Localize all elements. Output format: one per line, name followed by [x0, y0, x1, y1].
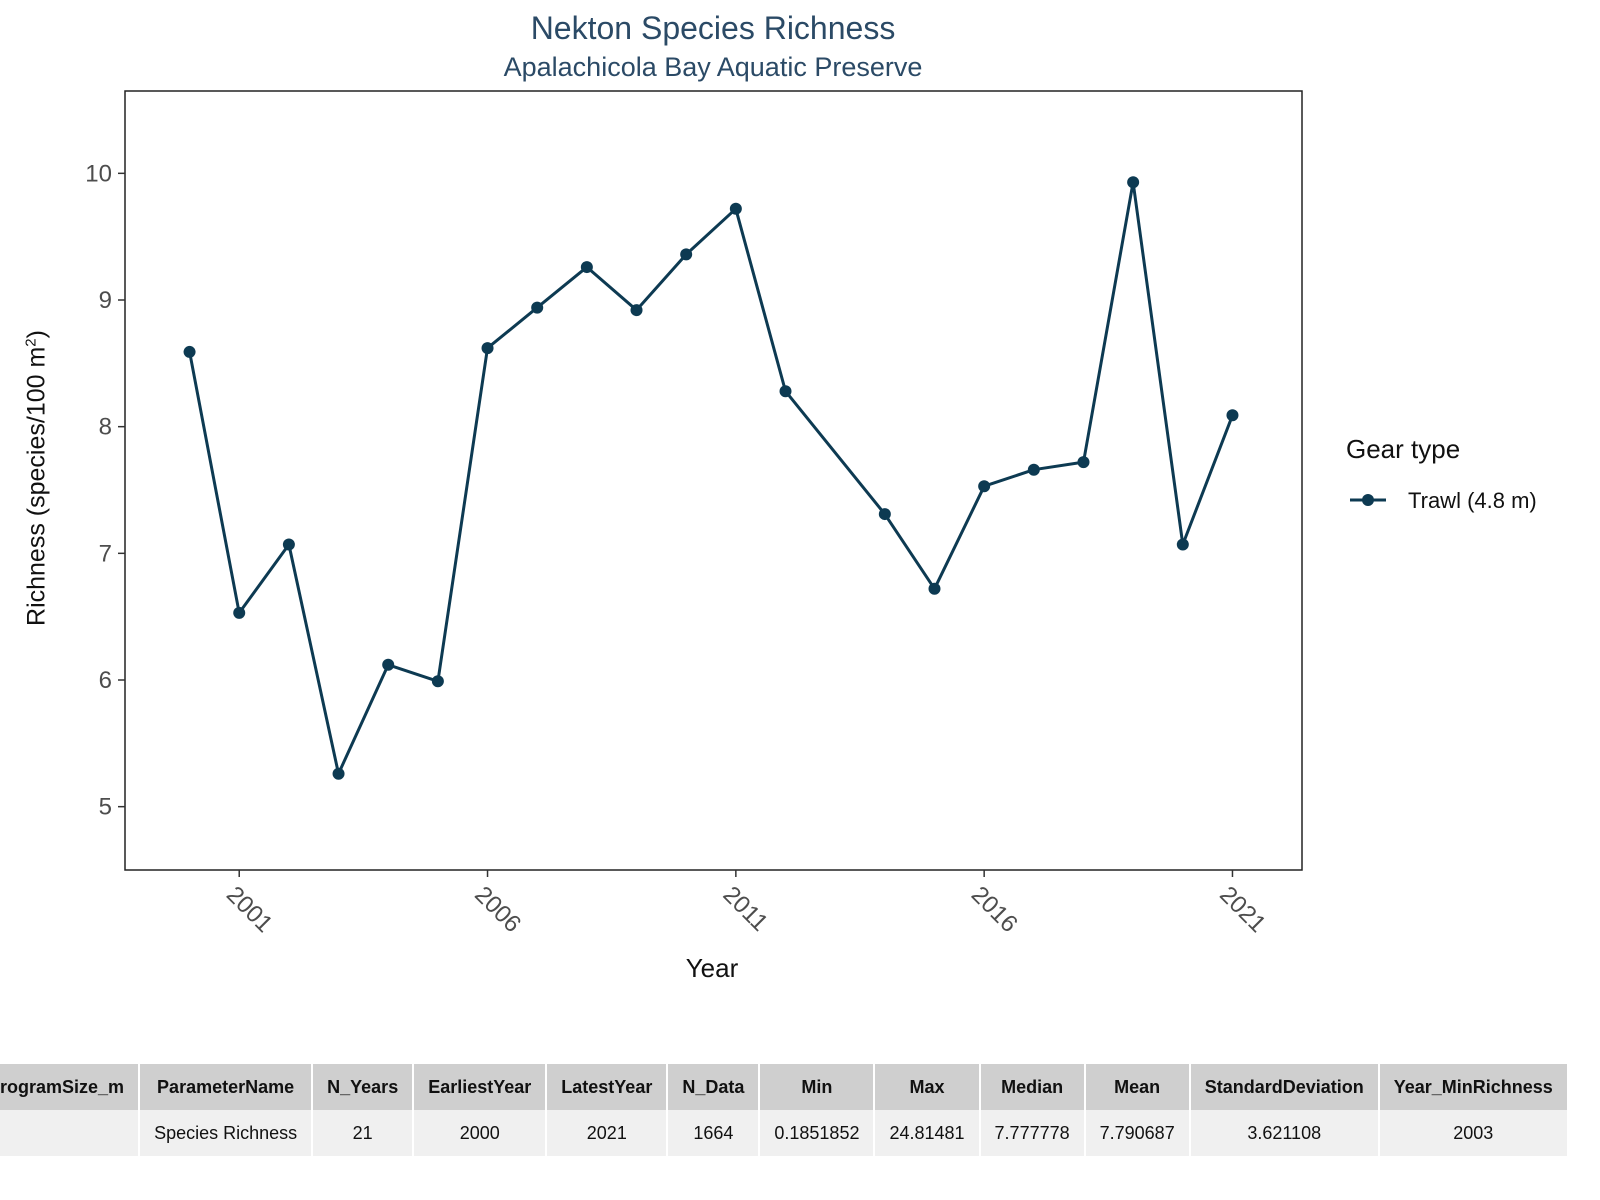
summary-table: ProgramSize_m ParameterName N_Years Earlies… — [0, 1064, 1569, 1156]
column-header: Median — [979, 1064, 1086, 1110]
column-header: StandardDeviation — [1189, 1064, 1380, 1110]
data-point — [978, 480, 991, 493]
data-point — [233, 606, 246, 619]
data-point — [1077, 456, 1090, 469]
column-header: LatestYear — [546, 1064, 669, 1110]
table-cell: 1664 — [667, 1110, 761, 1156]
y-tick-label: 6 — [99, 667, 112, 694]
table-cell — [0, 1110, 141, 1156]
table-cell: 2003 — [1378, 1110, 1569, 1156]
table-cell: 7.777778 — [979, 1110, 1086, 1156]
column-header: EarliestYear — [413, 1064, 548, 1110]
chart-subtitle: Apalachicola Bay Aquatic Preserve — [503, 52, 923, 82]
data-point — [1176, 538, 1189, 551]
table-header-row: ProgramSize_m ParameterName N_Years Earlies… — [0, 1064, 1569, 1110]
y-tick-label: 8 — [99, 414, 112, 441]
table-body: Species Richness 21 2000 2021 1664 0.1851852 2… — [0, 1110, 1569, 1156]
data-point — [580, 261, 593, 274]
data-point — [332, 767, 345, 780]
column-header: ParameterName — [139, 1064, 314, 1110]
data-point — [1127, 176, 1140, 189]
x-tick-label: 2021 — [1214, 881, 1271, 938]
data-point — [779, 385, 792, 398]
data-point — [1226, 409, 1239, 422]
column-header: Mean — [1084, 1064, 1191, 1110]
column-header: Max — [874, 1064, 981, 1110]
table-cell: 7.790687 — [1084, 1110, 1191, 1156]
y-tick-label: 10 — [85, 160, 112, 187]
y-tick-label: 7 — [99, 540, 112, 567]
x-tick-label: 2001 — [221, 881, 278, 938]
legend-title: Gear type — [1346, 434, 1461, 464]
column-header: Min — [759, 1064, 876, 1110]
column-header: N_Data — [667, 1064, 761, 1110]
column-header: N_Years — [312, 1064, 415, 1110]
data-point — [531, 301, 544, 314]
table-cell: 3.621108 — [1189, 1110, 1380, 1156]
x-tick-label: 2016 — [966, 881, 1023, 938]
chart-title: Nekton Species Richness — [530, 10, 896, 46]
line-chart: 5 6 7 8 9 10 2001 2006 2011 2016 2021 — [85, 90, 1303, 938]
column-header: Year_MinRichness — [1378, 1064, 1569, 1110]
column-header: ProgramSize_m — [0, 1064, 141, 1110]
legend-label: Trawl (4.8 m) — [1408, 488, 1537, 513]
data-point — [680, 248, 693, 261]
legend-key — [1350, 494, 1386, 506]
table-cell: Species Richness — [139, 1110, 314, 1156]
data-point — [382, 658, 395, 671]
plot-panel — [124, 90, 1303, 871]
table-row: Species Richness 21 2000 2021 1664 0.1851852 2… — [0, 1110, 1569, 1156]
y-tick-label: 5 — [99, 794, 112, 821]
data-point — [481, 342, 494, 355]
table-cell: 21 — [312, 1110, 415, 1156]
table-cell: 2021 — [546, 1110, 669, 1156]
series-line — [188, 180, 1234, 776]
data-point — [878, 508, 891, 521]
data-point — [1027, 463, 1040, 476]
x-tick-label: 2011 — [718, 881, 774, 937]
x-tick-label: 2006 — [469, 881, 526, 938]
y-tick-label: 9 — [99, 287, 112, 314]
x-axis-label: Year — [685, 953, 739, 983]
data-point — [928, 582, 941, 595]
data-point — [282, 538, 295, 551]
data-point — [183, 345, 196, 358]
table-cell: 2000 — [413, 1110, 548, 1156]
data-point — [431, 675, 444, 688]
table-cell: 24.81481 — [874, 1110, 981, 1156]
data-point — [729, 202, 742, 215]
y-axis-label: Richness (species/100 m2) — [22, 330, 51, 626]
table-cell: 0.1851852 — [759, 1110, 876, 1156]
data-point — [630, 304, 643, 317]
